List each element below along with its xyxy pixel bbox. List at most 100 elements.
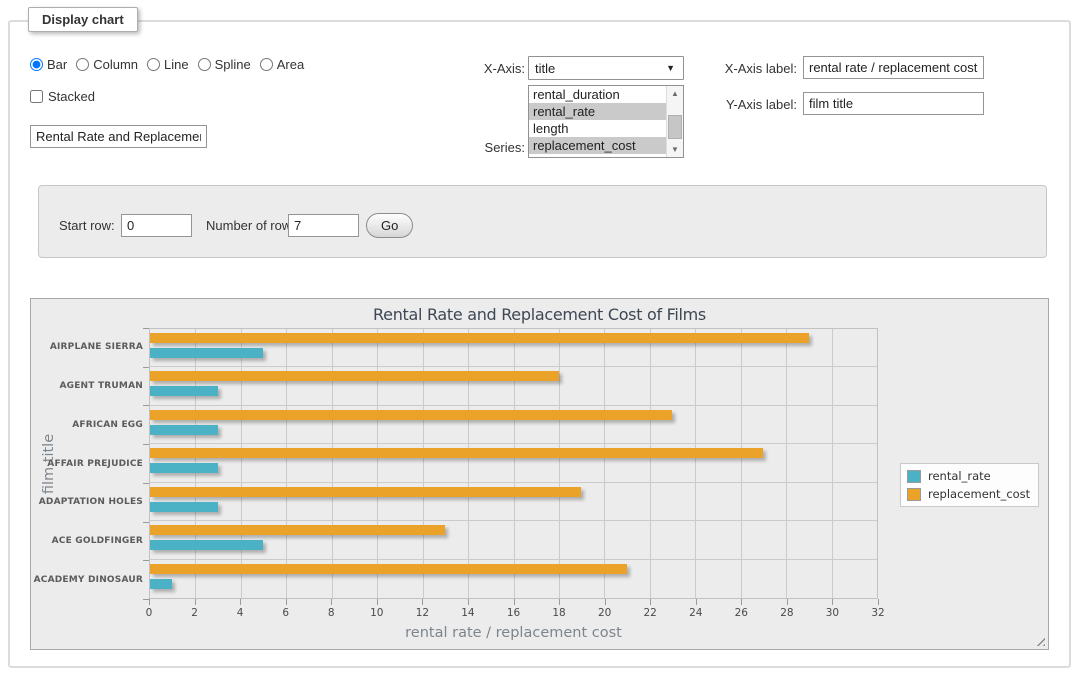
chart-type-radio-spline[interactable]: [197, 58, 211, 71]
chart-type-radio-area[interactable]: [259, 58, 273, 71]
x-tick-label: 24: [689, 607, 703, 619]
x-tick-label: 30: [825, 607, 840, 619]
plot-area: [149, 328, 878, 599]
bar-replacement-cost-airplane-sierra: [150, 333, 809, 343]
x-tick-mark: [240, 599, 242, 605]
chevron-down-icon: ▼: [666, 63, 675, 73]
x-tick-mark: [194, 599, 196, 605]
chart-type-option-area[interactable]: Area: [259, 57, 304, 72]
category-band-agent-truman: [150, 367, 877, 406]
start-row-input[interactable]: [121, 214, 192, 237]
series-option-rental-duration[interactable]: rental_duration: [533, 87, 620, 102]
resize-grip-icon[interactable]: [1033, 634, 1045, 646]
go-button[interactable]: Go: [366, 213, 414, 238]
series-option-rental-rate[interactable]: rental_rate: [529, 103, 666, 120]
bar-rental-rate-agent-truman: [150, 386, 218, 397]
y-tick-mark: [143, 405, 149, 406]
category-label-airplane-sierra: AIRPLANE SIERRA: [49, 342, 143, 353]
bar-rental-rate-academy-dinosaur: [150, 578, 173, 589]
chart-type-radio-column[interactable]: [76, 58, 90, 71]
bar-rental-rate-airplane-sierra: [150, 348, 264, 358]
scroll-down-icon[interactable]: ▼: [671, 145, 679, 154]
x-tick-mark: [467, 599, 469, 605]
scroll-up-icon[interactable]: ▲: [671, 89, 679, 98]
gridline: [558, 329, 560, 598]
bar-replacement-cost-adaptation-holes: [150, 486, 582, 497]
x-tick-mark: [331, 599, 333, 605]
x-tick-mark: [741, 599, 743, 605]
category-band-airplane-sierra: [150, 329, 877, 368]
y-tick-mark: [143, 483, 149, 484]
x-axis-select-label: X-Axis:: [483, 61, 525, 76]
x-tick-label: 2: [191, 607, 198, 619]
x-axis-selected-value: title: [535, 60, 556, 76]
x-tick-label: 18: [552, 607, 566, 619]
x-tick-mark: [650, 599, 652, 605]
x-tick-mark: [149, 599, 150, 605]
y-axis-label-input[interactable]: [803, 92, 984, 115]
category-band-african-egg: [150, 406, 877, 445]
x-tick-label: 32: [871, 607, 885, 619]
gridline: [649, 329, 651, 598]
legend-item-rental-rate: rental_rate: [907, 469, 1030, 483]
category-band-adaptation-holes: [150, 483, 877, 522]
x-tick-mark: [878, 599, 879, 605]
x-tick-label: 0: [145, 607, 153, 619]
gridline: [786, 329, 788, 598]
gridline: [740, 329, 742, 598]
series-options: rental_duration rental_rate length replacem…: [529, 86, 666, 157]
series-option-replacement-cost[interactable]: replacement_cost: [529, 137, 666, 154]
legend-item-replacement-cost: replacement_cost: [907, 487, 1030, 501]
x-axis-select[interactable]: title ▼: [528, 56, 684, 80]
series-scrollbar[interactable]: ▲ ▼: [666, 86, 683, 157]
y-tick-mark: [143, 599, 149, 600]
gridline: [604, 329, 606, 598]
gridline: [377, 329, 379, 598]
chart-type-radio-bar[interactable]: [30, 58, 43, 71]
x-tick-label: 12: [415, 607, 430, 619]
stacked-checkbox[interactable]: [30, 90, 43, 103]
x-tick-mark: [604, 599, 606, 605]
y-axis-label-label: Y-Axis label:: [725, 97, 797, 112]
scrollbar-thumb[interactable]: [668, 115, 682, 139]
gridline: [331, 329, 333, 598]
series-listbox[interactable]: rental_duration rental_rate length replacem…: [528, 85, 684, 158]
bar-replacement-cost-african-egg: [150, 409, 673, 420]
x-axis-title: rental rate / replacement cost: [405, 625, 622, 641]
gridline: [286, 329, 288, 598]
x-tick-mark: [376, 599, 378, 605]
chart-type-option-column[interactable]: Column: [76, 57, 138, 72]
stacked-option[interactable]: Stacked: [30, 89, 95, 104]
chart-type-text-line: Line: [164, 57, 189, 72]
scrollbar-track[interactable]: [667, 101, 683, 142]
bar-rental-rate-affair-prejudice: [150, 463, 218, 474]
category-label-affair-prejudice: AFFAIR PREJUDICE: [47, 458, 143, 469]
chart-legend: rental_rate replacement_cost: [900, 463, 1040, 507]
chart-type-text-bar: Bar: [47, 57, 68, 72]
x-tick-mark: [559, 599, 561, 605]
x-tick-mark: [422, 599, 424, 605]
category-label-agent-truman: AGENT TRUMAN: [59, 381, 143, 392]
chart-type-radio-line[interactable]: [147, 58, 161, 71]
num-rows-input[interactable]: [288, 214, 359, 237]
row-controls-panel: Start row: Number of rows: Go: [38, 185, 1047, 258]
chart-type-option-line[interactable]: Line: [147, 57, 189, 72]
series-option-length[interactable]: length: [533, 121, 569, 136]
legend-label-rental-rate: rental_rate: [928, 469, 991, 483]
legend-swatch-replacement-cost: [907, 487, 921, 501]
y-tick-mark: [143, 522, 149, 523]
chart-type-group: Bar Column Line Spline Area: [30, 57, 304, 72]
x-tick-mark: [513, 599, 515, 605]
num-rows-label: Number of rows:: [206, 218, 302, 233]
category-label-academy-dinosaur: ACADEMY DINOSAUR: [33, 574, 143, 585]
x-tick-mark: [285, 599, 287, 605]
x-tick-label: 6: [282, 607, 290, 619]
legend-swatch-rental-rate: [907, 469, 921, 483]
x-axis-label-input[interactable]: [803, 56, 984, 79]
chart-type-option-spline[interactable]: Spline: [197, 57, 251, 72]
gridline: [695, 329, 697, 598]
x-tick-mark: [786, 599, 788, 605]
category-label-ace-goldfinger: ACE GOLDFINGER: [51, 535, 143, 546]
chart-title-input[interactable]: [30, 125, 207, 148]
chart-type-option-bar[interactable]: Bar: [30, 57, 67, 72]
